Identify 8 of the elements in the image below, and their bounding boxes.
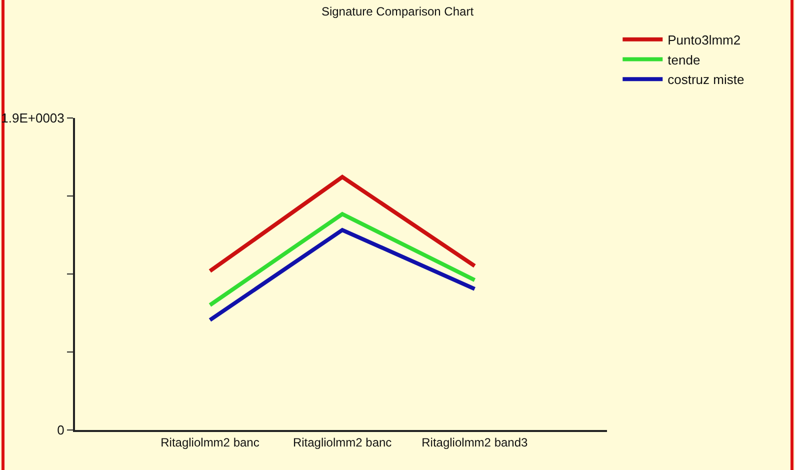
x-tick-label: Ritagliolmm2 banc <box>160 435 260 450</box>
chart-title: Signature Comparison Chart <box>321 4 474 18</box>
x-tick-label: Ritagliolmm2 banc <box>292 435 392 450</box>
legend-label: tende <box>668 52 700 68</box>
y-tick-label: 0 <box>57 422 64 438</box>
legend-label: costruz miste <box>668 72 744 88</box>
legend-label: Punto3lmm2 <box>668 32 741 48</box>
x-tick-label: Ritagliolmm2 band3 <box>422 435 528 450</box>
